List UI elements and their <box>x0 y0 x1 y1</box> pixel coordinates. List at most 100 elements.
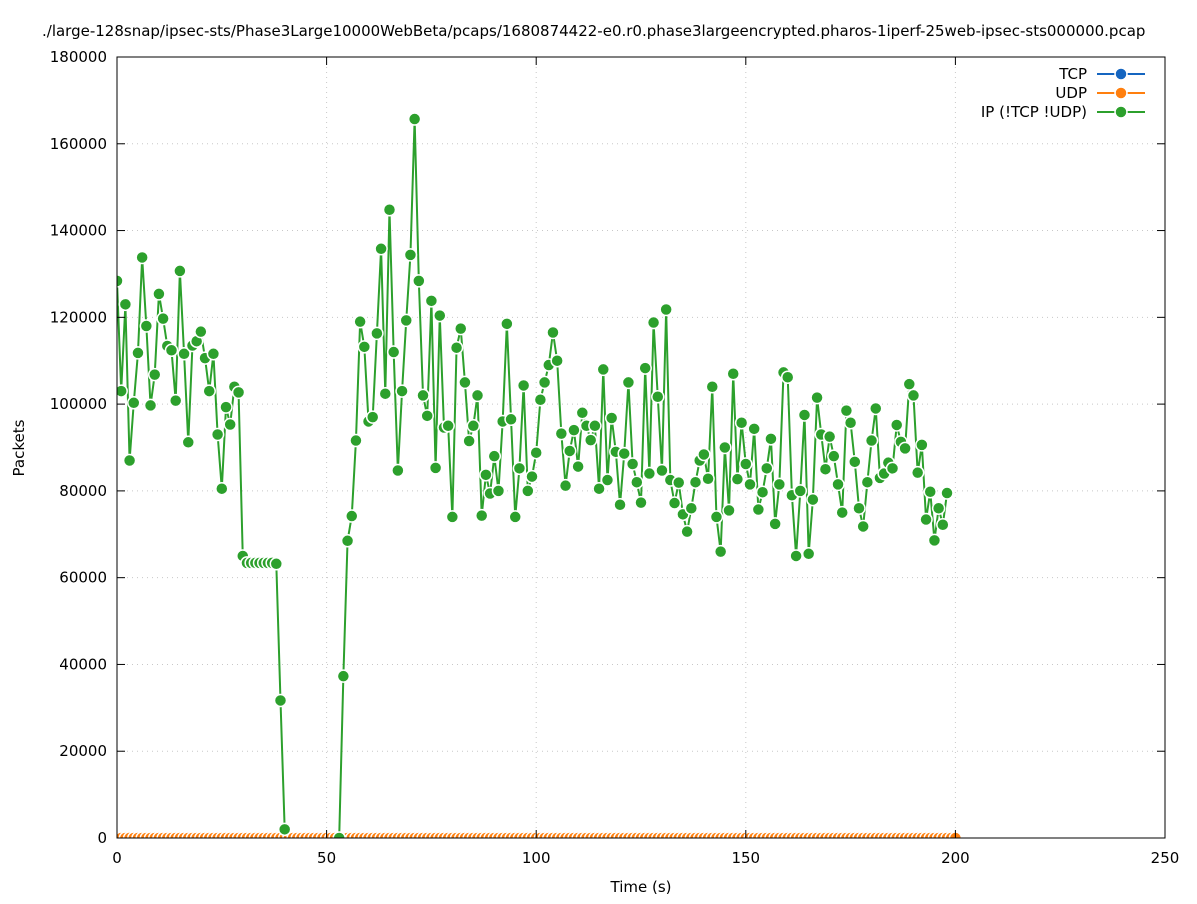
plot-border <box>116 56 1166 839</box>
x-tick-label: 250 <box>1151 849 1180 867</box>
data-point <box>117 274 124 288</box>
data-point <box>655 463 669 478</box>
y-axis-label: Packets <box>10 419 28 476</box>
data-point <box>755 485 770 499</box>
data-point <box>340 534 355 548</box>
data-point <box>386 345 401 359</box>
data-point <box>923 485 937 499</box>
data-point <box>546 325 560 340</box>
data-point <box>378 386 393 401</box>
data-point <box>458 375 472 390</box>
data-point <box>521 484 535 498</box>
data-point <box>634 495 648 510</box>
data-point <box>789 549 803 563</box>
data-point <box>332 831 346 838</box>
data-point <box>630 475 644 489</box>
data-point <box>718 440 732 455</box>
data-point <box>747 422 761 436</box>
data-point <box>613 498 627 512</box>
data-point <box>508 510 522 524</box>
legend-label: UDP <box>1055 84 1087 102</box>
data-point <box>474 508 489 523</box>
data-point <box>118 297 133 312</box>
y-tick-label: 0 <box>97 829 107 847</box>
data-point <box>537 375 552 390</box>
y-tick-label: 80000 <box>59 482 107 500</box>
data-point <box>273 693 288 708</box>
data-point <box>399 313 413 328</box>
legend-marker <box>1114 67 1128 81</box>
data-point <box>642 466 657 481</box>
data-point <box>843 416 858 430</box>
y-tick-label: 120000 <box>50 308 107 326</box>
data-point <box>135 250 149 265</box>
data-point <box>713 544 728 559</box>
data-point <box>822 429 837 444</box>
data-point <box>525 469 539 484</box>
data-point <box>407 112 422 126</box>
data-point <box>416 388 430 403</box>
data-point <box>705 380 720 394</box>
data-point <box>906 388 921 403</box>
data-point <box>219 400 233 414</box>
data-point <box>571 459 585 474</box>
data-point <box>831 477 845 492</box>
data-point <box>202 384 216 398</box>
data-point <box>910 465 925 480</box>
plot-area <box>117 112 963 838</box>
data-point <box>646 315 661 330</box>
data-point <box>940 486 954 500</box>
data-point <box>374 242 388 256</box>
data-point <box>835 505 849 520</box>
x-tick-label: 50 <box>317 849 336 867</box>
y-tick-label: 60000 <box>59 569 107 587</box>
series-line <box>338 119 949 838</box>
data-point <box>231 385 246 400</box>
data-point <box>512 461 527 476</box>
data-point <box>780 370 795 384</box>
data-point <box>839 403 854 418</box>
data-point <box>659 302 673 317</box>
legend-label: IP (!TCP !UDP) <box>981 103 1087 121</box>
data-point <box>562 444 577 458</box>
data-point <box>688 475 703 489</box>
data-point <box>194 324 208 339</box>
legend-label: TCP <box>1058 65 1087 83</box>
data-point <box>709 510 724 524</box>
data-point <box>617 446 631 461</box>
data-point <box>768 517 782 531</box>
data-point <box>500 317 514 331</box>
data-point <box>117 384 128 398</box>
data-point <box>449 340 464 355</box>
data-point <box>592 481 606 496</box>
data-point <box>797 408 812 422</box>
data-point <box>210 427 225 442</box>
data-point <box>793 484 808 498</box>
data-point <box>638 361 652 375</box>
legend-marker <box>1114 105 1128 119</box>
data-point <box>730 472 745 486</box>
y-tick-label: 140000 <box>50 222 107 240</box>
data-point <box>173 264 187 278</box>
data-point <box>697 447 711 462</box>
data-point <box>177 347 191 361</box>
data-point <box>424 294 439 308</box>
data-point <box>726 366 740 381</box>
data-point <box>156 311 170 326</box>
data-point <box>806 492 820 507</box>
data-point <box>470 388 485 403</box>
data-point <box>441 419 455 433</box>
data-point <box>856 519 870 534</box>
data-point <box>504 412 518 427</box>
data-point <box>428 461 443 475</box>
y-tick-label: 40000 <box>59 655 107 673</box>
data-point <box>621 375 636 390</box>
data-point <box>588 419 602 433</box>
data-point <box>764 432 778 446</box>
data-point <box>554 426 569 441</box>
data-point <box>529 445 543 460</box>
data-point <box>516 378 531 393</box>
